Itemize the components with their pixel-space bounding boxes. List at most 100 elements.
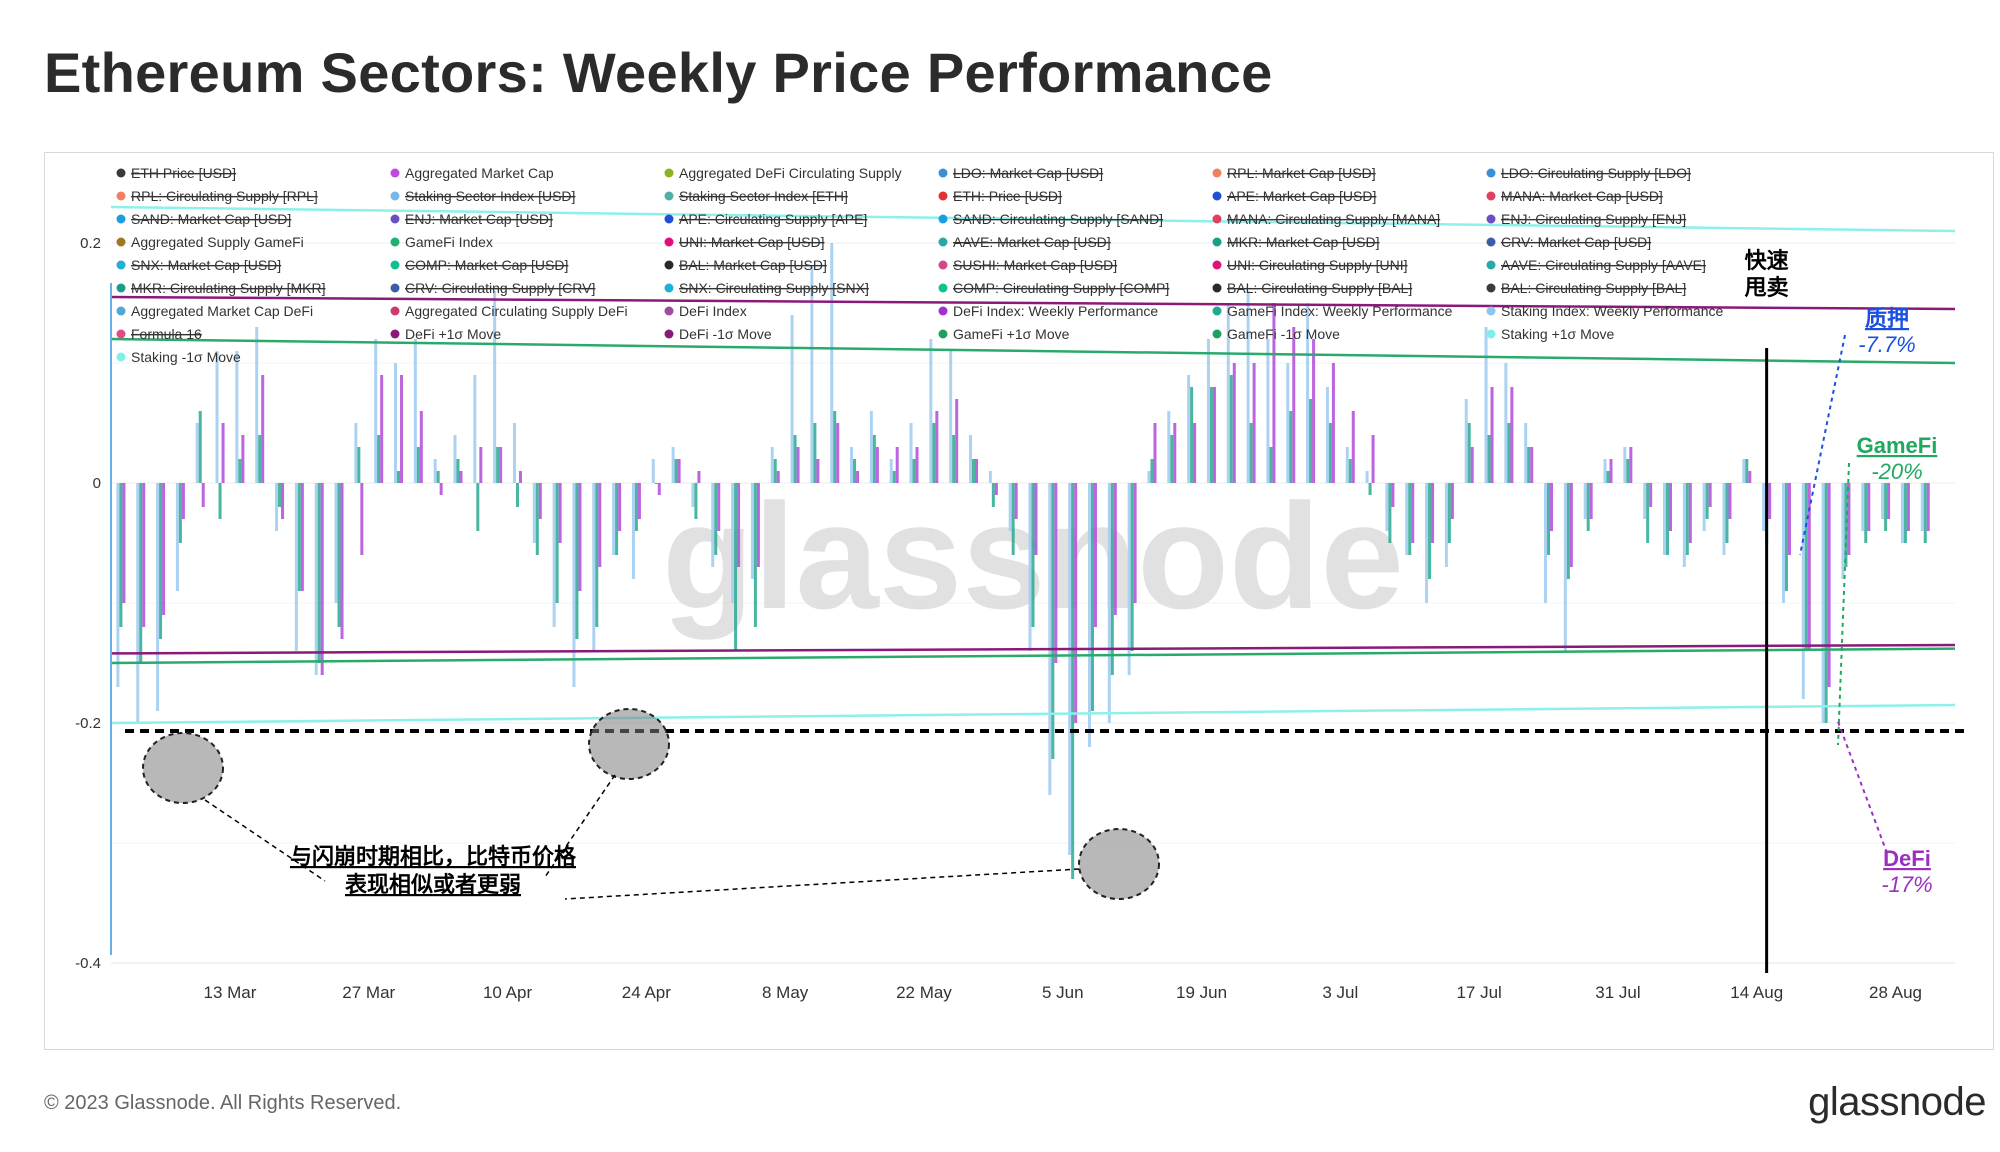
legend-item[interactable]: Staking Index: Weekly Performance [1501, 303, 1724, 319]
legend-item[interactable]: BAL: Circulating Supply [BAL] [1227, 280, 1412, 296]
legend-marker[interactable] [1212, 168, 1222, 178]
legend-item[interactable]: CRV: Circulating Supply [CRV] [405, 280, 595, 296]
legend-marker[interactable] [664, 168, 674, 178]
legend-item[interactable]: Aggregated Market Cap DeFi [131, 303, 313, 319]
staking-bar [354, 423, 358, 483]
legend-marker[interactable] [116, 283, 126, 293]
legend-marker[interactable] [1212, 214, 1222, 224]
legend-item[interactable]: APE: Market Cap [USD] [1227, 188, 1376, 204]
legend-item[interactable]: Formula 16 [131, 326, 202, 342]
legend-item[interactable]: AAVE: Circulating Supply [AAVE] [1501, 257, 1706, 273]
legend-item[interactable]: APE: Circulating Supply [APE] [679, 211, 867, 227]
legend-marker[interactable] [390, 306, 400, 316]
legend-item[interactable]: SUSHI: Market Cap [USD] [953, 257, 1117, 273]
legend-marker[interactable] [390, 214, 400, 224]
legend-marker[interactable] [116, 329, 126, 339]
legend-marker[interactable] [938, 168, 948, 178]
legend-item[interactable]: BAL: Circulating Supply [BAL] [1501, 280, 1686, 296]
legend-item[interactable]: DeFi +1σ Move [405, 326, 501, 342]
legend-marker[interactable] [1212, 306, 1222, 316]
legend-marker[interactable] [938, 214, 948, 224]
legend-marker[interactable] [390, 237, 400, 247]
legend-marker[interactable] [116, 191, 126, 201]
legend-marker[interactable] [1486, 191, 1496, 201]
legend-marker[interactable] [1212, 191, 1222, 201]
legend-marker[interactable] [1212, 237, 1222, 247]
legend-marker[interactable] [1486, 260, 1496, 270]
legend-item[interactable]: AAVE: Market Cap [USD] [953, 234, 1111, 250]
legend-marker[interactable] [664, 237, 674, 247]
legend-item[interactable]: Aggregated Circulating Supply DeFi [405, 303, 628, 319]
legend-marker[interactable] [1212, 260, 1222, 270]
legend-marker[interactable] [938, 237, 948, 247]
legend-item[interactable]: GameFi +1σ Move [953, 326, 1070, 342]
legend-item[interactable]: LDO: Circulating Supply [LDO] [1501, 165, 1691, 181]
legend-item[interactable]: Staking -1σ Move [131, 349, 241, 365]
legend-item[interactable]: COMP: Market Cap [USD] [405, 257, 568, 273]
legend-item[interactable]: MANA: Market Cap [USD] [1501, 188, 1663, 204]
legend-marker[interactable] [116, 260, 126, 270]
legend-item[interactable]: MKR: Circulating Supply [MKR] [131, 280, 326, 296]
legend-marker[interactable] [664, 306, 674, 316]
legend-marker[interactable] [938, 283, 948, 293]
legend-marker[interactable] [390, 168, 400, 178]
legend-item[interactable]: DeFi Index: Weekly Performance [953, 303, 1158, 319]
legend-item[interactable]: BAL: Market Cap [USD] [679, 257, 827, 273]
legend-item[interactable]: RPL: Market Cap [USD] [1227, 165, 1376, 181]
legend-marker[interactable] [938, 260, 948, 270]
legend-item[interactable]: ENJ: Market Cap [USD] [405, 211, 553, 227]
legend-item[interactable]: UNI: Circulating Supply [UNI] [1227, 257, 1408, 273]
legend-marker[interactable] [664, 214, 674, 224]
legend-item[interactable]: Aggregated Supply GameFi [131, 234, 304, 250]
legend-item[interactable]: Aggregated DeFi Circulating Supply [679, 165, 902, 181]
legend-item[interactable]: CRV: Market Cap [USD] [1501, 234, 1651, 250]
legend-item[interactable]: Staking Sector Index [USD] [405, 188, 575, 204]
legend-marker[interactable] [1486, 283, 1496, 293]
legend-item[interactable]: Staking +1σ Move [1501, 326, 1615, 342]
legend-marker[interactable] [1486, 306, 1496, 316]
legend-item[interactable]: GameFi -1σ Move [1227, 326, 1340, 342]
legend-item[interactable]: ETH Price [USD] [131, 165, 236, 181]
legend-marker[interactable] [938, 306, 948, 316]
legend-marker[interactable] [116, 214, 126, 224]
legend-item[interactable]: GameFi Index: Weekly Performance [1227, 303, 1453, 319]
legend-item[interactable]: Staking Sector Index [ETH] [679, 188, 848, 204]
legend-marker[interactable] [390, 260, 400, 270]
legend-marker[interactable] [390, 191, 400, 201]
legend-marker[interactable] [938, 191, 948, 201]
legend-item[interactable]: MKR: Market Cap [USD] [1227, 234, 1379, 250]
legend-marker[interactable] [664, 329, 674, 339]
legend-marker[interactable] [116, 237, 126, 247]
legend-marker[interactable] [116, 306, 126, 316]
legend-item[interactable]: Aggregated Market Cap [405, 165, 554, 181]
legend-item[interactable]: GameFi Index [405, 234, 493, 250]
legend-item[interactable]: SAND: Market Cap [USD] [131, 211, 291, 227]
legend-item[interactable]: DeFi Index [679, 303, 747, 319]
legend-marker[interactable] [390, 283, 400, 293]
legend-item[interactable]: COMP: Circulating Supply [COMP] [953, 280, 1169, 296]
legend-marker[interactable] [1212, 283, 1222, 293]
legend-item[interactable]: LDO: Market Cap [USD] [953, 165, 1103, 181]
legend-item[interactable]: ENJ: Circulating Supply [ENJ] [1501, 211, 1686, 227]
legend-item[interactable]: ETH: Price [USD] [953, 188, 1062, 204]
chart-svg[interactable]: 0.2 0 -0.2 -0.4 13 Mar 27 Mar 10 Apr 24 Apr 8 Ma… [45, 153, 1993, 1049]
legend-marker[interactable] [1486, 214, 1496, 224]
legend-marker[interactable] [390, 329, 400, 339]
legend-item[interactable]: UNI: Market Cap [USD] [679, 234, 824, 250]
legend-item[interactable]: DeFi -1σ Move [679, 326, 772, 342]
legend-marker[interactable] [664, 283, 674, 293]
legend-marker[interactable] [1486, 329, 1496, 339]
legend-item[interactable]: SNX: Circulating Supply [SNX] [679, 280, 869, 296]
legend-marker[interactable] [664, 191, 674, 201]
legend-item[interactable]: RPL: Circulating Supply [RPL] [131, 188, 318, 204]
legend-marker[interactable] [938, 329, 948, 339]
legend-marker[interactable] [116, 352, 126, 362]
legend-item[interactable]: SAND: Circulating Supply [SAND] [953, 211, 1163, 227]
legend-item[interactable]: SNX: Market Cap [USD] [131, 257, 281, 273]
legend-marker[interactable] [1212, 329, 1222, 339]
legend-marker[interactable] [1486, 168, 1496, 178]
legend-marker[interactable] [664, 260, 674, 270]
legend-marker[interactable] [1486, 237, 1496, 247]
legend-marker[interactable] [116, 168, 126, 178]
legend-item[interactable]: MANA: Circulating Supply [MANA] [1227, 211, 1440, 227]
